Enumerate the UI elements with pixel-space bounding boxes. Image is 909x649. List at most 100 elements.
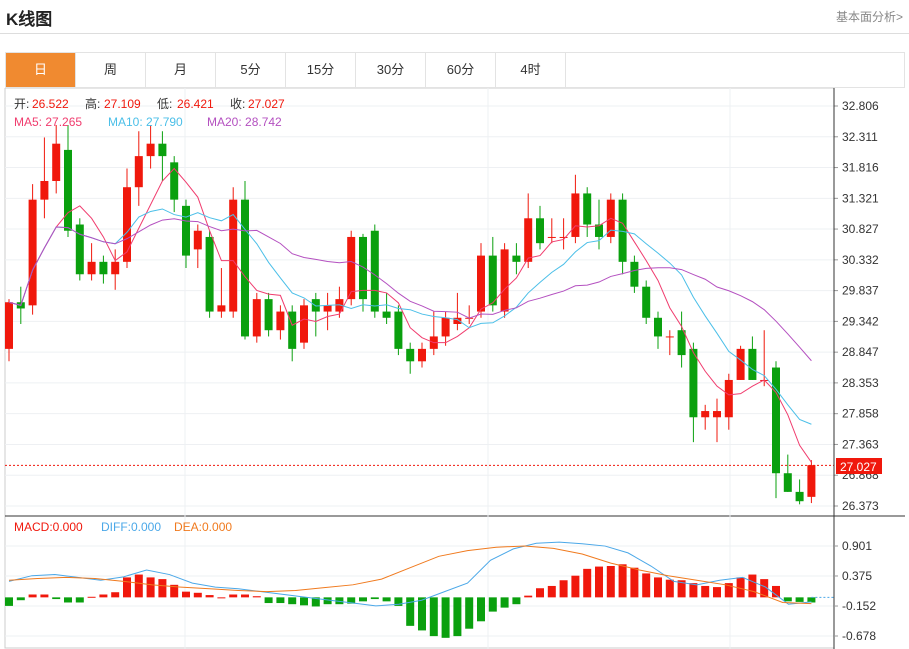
candle-body xyxy=(406,348,415,362)
macd-bar xyxy=(170,584,179,598)
candle-body xyxy=(665,336,674,338)
macd-bar xyxy=(158,579,167,598)
period-tabs: 日 周 月 5分 15分 30分 60分 4时 xyxy=(5,52,905,88)
candle-body xyxy=(75,224,84,275)
macd-bar xyxy=(359,597,367,602)
candle-body xyxy=(713,411,721,418)
candle-body xyxy=(193,230,202,250)
macd-tick-label: -0.152 xyxy=(842,599,876,613)
candle-body xyxy=(241,199,249,337)
macd-tick-label: 0.375 xyxy=(842,569,872,583)
macd-bar xyxy=(524,595,533,598)
legend-high-label: 高: xyxy=(85,96,100,111)
macd-bar xyxy=(571,575,580,598)
candle-body xyxy=(182,205,190,256)
candle-body xyxy=(323,305,332,312)
ma10-line xyxy=(8,208,812,425)
macd-bar xyxy=(5,597,13,606)
macd-bar xyxy=(500,597,509,608)
price-tick-label: 28.847 xyxy=(842,345,879,359)
tab-day[interactable]: 日 xyxy=(6,53,76,87)
candle-body xyxy=(300,305,308,343)
macd-bar xyxy=(654,577,662,598)
macd-bar xyxy=(512,597,521,605)
tab-month[interactable]: 月 xyxy=(146,53,216,87)
legend-high: 27.109 xyxy=(104,97,141,111)
macd-tick-label: 0.901 xyxy=(842,539,872,553)
macd-bar xyxy=(547,585,556,598)
macd-tick-label: -0.678 xyxy=(842,629,876,643)
candle-body xyxy=(40,180,49,200)
candle-body xyxy=(630,261,639,287)
macd-bar xyxy=(229,594,238,598)
macd-bar xyxy=(783,597,792,602)
candle-body xyxy=(217,305,226,312)
fundamental-analysis-link[interactable]: 基本面分析> xyxy=(835,10,903,24)
candle-body xyxy=(87,261,96,275)
macd-bar xyxy=(300,597,308,606)
candle-body xyxy=(689,348,698,418)
candle-body xyxy=(512,255,521,262)
macd-bar xyxy=(205,595,214,598)
macd-bar xyxy=(123,577,131,598)
tab-60min[interactable]: 60分 xyxy=(426,53,496,87)
macd-bar xyxy=(394,597,403,606)
macd-bar xyxy=(241,594,249,598)
candle-body xyxy=(359,236,367,300)
macd-bar xyxy=(406,597,415,626)
macd-bar xyxy=(465,597,474,629)
tab-30min[interactable]: 30分 xyxy=(356,53,426,87)
price-tick-label: 30.827 xyxy=(842,222,879,236)
tab-5min[interactable]: 5分 xyxy=(216,53,286,87)
candle-body xyxy=(347,236,356,300)
legend-macd: MACD:0.000 xyxy=(14,520,83,534)
tab-week[interactable]: 周 xyxy=(76,53,146,87)
tab-15min[interactable]: 15分 xyxy=(286,53,356,87)
legend-ma20: MA20: 28.742 xyxy=(207,115,282,129)
macd-bar xyxy=(16,597,25,601)
macd-bar xyxy=(429,597,438,637)
candle-body xyxy=(795,491,804,502)
candle-body xyxy=(488,255,497,306)
macd-bar xyxy=(724,583,733,598)
macd-series xyxy=(5,541,834,638)
candle-body xyxy=(205,236,214,312)
macd-bar xyxy=(264,597,273,604)
candle-body xyxy=(111,261,120,275)
candle-body xyxy=(583,193,592,225)
candle-body xyxy=(229,199,238,312)
price-tick-label: 27.363 xyxy=(842,437,879,451)
candle-body xyxy=(618,199,627,262)
macd-bar xyxy=(182,591,190,598)
macd-bar xyxy=(418,597,426,631)
kline-chart[interactable]: 32.806 32.311 31.816 31.321 30.827 30.332 29.8… xyxy=(0,88,909,649)
candle-body xyxy=(5,302,13,349)
macd-bar xyxy=(87,596,96,598)
macd-bar xyxy=(193,592,202,598)
macd-bar xyxy=(146,577,155,598)
candle-body xyxy=(571,193,580,237)
macd-bar xyxy=(642,573,651,598)
macd-bar xyxy=(677,580,686,598)
candle-body xyxy=(418,348,426,362)
price-tick-label: 26.373 xyxy=(842,499,879,513)
macd-bar xyxy=(217,597,226,599)
macd-bar xyxy=(134,574,143,598)
candle-body xyxy=(547,236,556,238)
tab-4hour[interactable]: 4时 xyxy=(496,53,566,87)
macd-bar xyxy=(536,588,544,598)
candle-body xyxy=(28,199,37,306)
ma5-line xyxy=(8,167,812,463)
price-tick-label: 32.311 xyxy=(842,130,878,144)
price-tick-label: 27.858 xyxy=(842,407,879,421)
header-divider xyxy=(0,33,909,34)
candle-body xyxy=(99,261,108,275)
candle-body xyxy=(807,465,816,497)
candle-body xyxy=(642,286,651,318)
macd-bar xyxy=(288,597,297,605)
candle-body xyxy=(701,411,710,418)
macd-bar xyxy=(323,597,332,605)
macd-bar xyxy=(559,580,568,598)
candle-body xyxy=(724,379,733,418)
legend-ma10: MA10: 27.790 xyxy=(108,115,183,129)
